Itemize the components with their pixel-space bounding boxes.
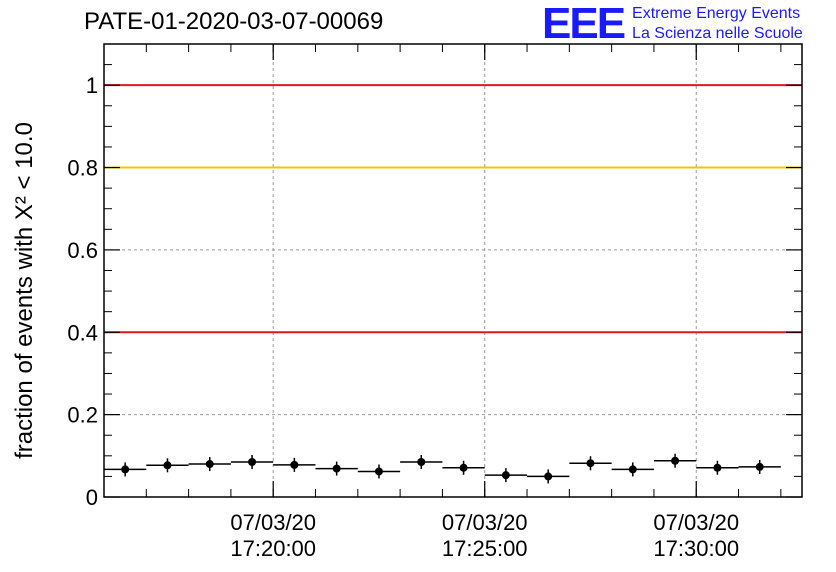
logo-mark: EEE: [542, 0, 626, 48]
point-marker: [755, 462, 764, 471]
point-marker: [501, 471, 510, 480]
point-marker: [374, 467, 383, 476]
data-point: [442, 460, 485, 475]
x-tick-labels: 07/03/2017:20:0007/03/2017:25:0007/03/20…: [230, 510, 739, 561]
y-tick-label: 1: [86, 73, 98, 98]
chart-title: PATE-01-2020-03-07-00069: [84, 8, 384, 35]
data-point: [104, 462, 147, 477]
data-point: [400, 454, 443, 469]
point-marker: [121, 465, 130, 474]
point-marker: [628, 465, 637, 474]
data-point: [611, 462, 654, 477]
y-tick-label: 0.4: [67, 320, 98, 345]
x-tick-label-date: 07/03/20: [442, 510, 528, 535]
point-marker: [417, 457, 426, 466]
y-tick-labels: 0 0.2 0.4 0.6 0.8 1: [67, 73, 98, 510]
point-marker: [713, 463, 722, 472]
x-tick-label-time: 17:30:00: [653, 536, 739, 561]
point-marker: [290, 460, 299, 469]
data-point: [315, 461, 358, 476]
x-tick-label-time: 17:25:00: [442, 536, 528, 561]
plot-frame: [103, 43, 803, 498]
data-point: [484, 468, 528, 483]
point-marker: [163, 461, 172, 470]
data-markers: [104, 453, 781, 484]
y-tick-label: 0.8: [67, 156, 98, 181]
grid: [104, 44, 802, 497]
point-marker: [248, 457, 257, 466]
point-marker: [671, 456, 680, 465]
point-marker: [459, 463, 468, 472]
y-axis-label: fraction of events with Χ² < 10.0: [11, 122, 38, 459]
logo-text: Extreme Energy Events La Scienza nelle S…: [632, 4, 803, 44]
data-point: [188, 457, 231, 472]
reference-lines: [104, 84, 802, 334]
logo-line-1: Extreme Energy Events: [632, 5, 801, 22]
x-tick-label-date: 07/03/20: [230, 510, 316, 535]
data-point: [527, 469, 570, 484]
y-tick-label: 0.6: [67, 238, 98, 263]
eee-logo: EEE Extreme Energy Events La Scienza nel…: [542, 2, 803, 46]
data-point: [653, 453, 697, 468]
data-point: [696, 460, 739, 475]
point-marker: [586, 459, 595, 468]
data-point: [569, 456, 612, 471]
x-tick-label-time: 17:20:00: [230, 536, 316, 561]
point-marker: [205, 460, 214, 469]
x-tick-label-date: 07/03/20: [653, 510, 739, 535]
axis-ticks: [103, 44, 802, 498]
data-point: [357, 464, 401, 479]
logo-line-2: La Scienza nelle Scuole: [632, 25, 803, 42]
y-tick-label: 0: [86, 485, 98, 510]
y-tick-label: 0.2: [67, 403, 98, 428]
data-point: [273, 457, 316, 472]
data-point: [146, 458, 189, 473]
point-marker: [332, 464, 341, 473]
data-point: [738, 459, 781, 474]
point-marker: [544, 472, 553, 481]
data-point: [230, 454, 274, 469]
